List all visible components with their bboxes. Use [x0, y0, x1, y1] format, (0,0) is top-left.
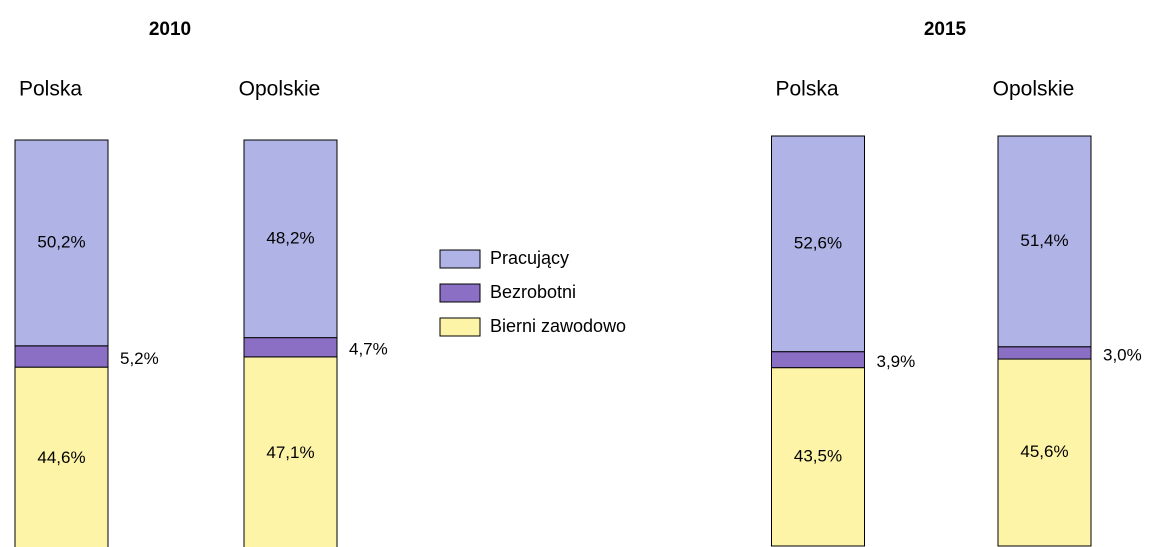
- legend-label: Bezrobotni: [490, 282, 576, 302]
- chart-title: 2010: [149, 19, 191, 40]
- legend-swatch: [439, 249, 481, 269]
- bar-segment: [997, 135, 1092, 348]
- bar-segment: [771, 351, 865, 369]
- bar-segment: [771, 135, 865, 353]
- bar-segment: [14, 139, 109, 347]
- data-label: 47,1%: [266, 443, 314, 462]
- category-label: Polska: [775, 78, 838, 101]
- data-label: 51,4%: [1020, 231, 1068, 250]
- category-label: Opolskie: [993, 78, 1075, 101]
- legend-label: Pracujący: [490, 248, 569, 268]
- bar-segment: [771, 367, 865, 547]
- data-label: 52,6%: [794, 233, 842, 252]
- bar-segment: [997, 346, 1092, 360]
- category-label: Opolskie: [239, 78, 321, 101]
- data-label: 50,2%: [37, 232, 85, 251]
- bar-segment: [243, 139, 338, 339]
- bar-segment: [14, 366, 109, 547]
- bar-segment: [243, 337, 338, 358]
- category-label: Polska: [19, 78, 82, 101]
- legend-label: Bierni zawodowo: [490, 316, 626, 336]
- data-label: 48,2%: [266, 228, 314, 247]
- chart-title: 2015: [924, 19, 967, 40]
- data-label: 44,6%: [37, 448, 85, 467]
- legend-swatch: [439, 283, 481, 303]
- data-label: 45,6%: [1020, 442, 1068, 461]
- bar-segment: [997, 358, 1092, 547]
- data-label: 3,9%: [877, 352, 916, 371]
- legend-swatch: [439, 317, 481, 337]
- data-label: 3,0%: [1103, 345, 1142, 364]
- data-label: 43,5%: [794, 446, 842, 465]
- bar-segment: [14, 345, 109, 368]
- data-label: 5,2%: [120, 349, 159, 368]
- bar-segment: [243, 356, 338, 547]
- data-label: 4,7%: [349, 340, 388, 359]
